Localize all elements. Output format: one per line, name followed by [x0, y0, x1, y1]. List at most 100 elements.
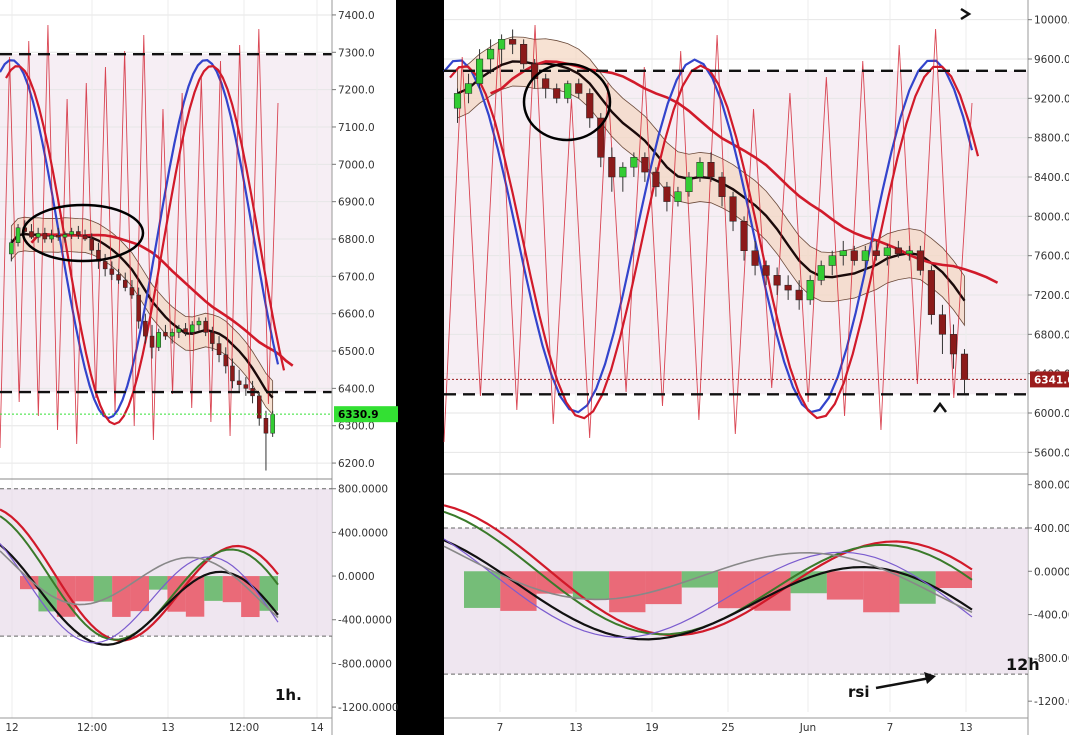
histogram-bar [464, 571, 501, 608]
indicator-tick-label: -400.0000 [1034, 610, 1069, 622]
panel-divider [396, 0, 444, 735]
price-tick-label: 6800.0 [1034, 329, 1069, 341]
candle-body [15, 227, 21, 243]
candle-body [243, 384, 249, 389]
indicator-tick-label: 800.0000 [1034, 480, 1069, 492]
candle-body [740, 221, 748, 251]
candle-body [597, 117, 605, 158]
histogram-bar [93, 576, 113, 602]
price-tick-label: 8400.0 [1034, 172, 1069, 184]
candle-body [927, 270, 935, 315]
candle-body [839, 250, 847, 256]
candle-body [575, 83, 583, 94]
price-tick-label: 8000.0 [1034, 211, 1069, 223]
indicator-tick-label: 0.0000 [1034, 566, 1069, 578]
price-tick-label: 8800.0 [1034, 133, 1069, 145]
candle-body [905, 250, 913, 254]
indicator-red-line [0, 508, 279, 642]
price-tick-label: 9600.0 [1034, 54, 1069, 66]
price-tick-label: 6300.0 [338, 421, 375, 433]
indicator-tick-label: -1200.0000 [338, 702, 399, 714]
candle-body [176, 328, 182, 333]
candle-body [509, 39, 517, 45]
histogram-bar [645, 571, 682, 605]
indicator-purple-line [0, 543, 279, 644]
candle-body [475, 58, 484, 84]
price-tick-label: 9200.0 [1034, 93, 1069, 105]
candle-body [270, 414, 275, 434]
zigzag-line [443, 24, 973, 443]
histogram-bar [790, 571, 827, 594]
last-price-label: 6341.6 [1034, 374, 1069, 386]
indicator-tick-label: -800.0000 [338, 658, 392, 670]
candle-body [707, 162, 715, 178]
candle-body [685, 176, 693, 192]
candle-body [938, 314, 947, 335]
time-tick-label: 13 [569, 722, 582, 734]
candle-body [542, 78, 550, 89]
rsi-label: rsi [848, 683, 869, 701]
timeframe-label: 12h [1006, 655, 1040, 674]
candle-body [55, 235, 61, 238]
candle-body [949, 334, 958, 355]
histogram-bar [185, 576, 205, 617]
candle-body [883, 247, 891, 256]
candle-body [62, 234, 68, 238]
price-tick-label: 6500.0 [338, 346, 375, 358]
chart-panel-12h: 10000.09600.09200.08800.08400.08000.0760… [443, 0, 1069, 735]
histogram-bar [863, 571, 900, 613]
histogram-bar [681, 571, 718, 588]
histogram-bar [609, 571, 646, 613]
indicator-tick-label: 400.0000 [338, 527, 388, 539]
candle-body [894, 247, 902, 254]
price-tick-label: 7100.0 [338, 122, 375, 134]
stoch-k-line [0, 59, 280, 420]
candle-body [216, 343, 222, 356]
candle-body [189, 324, 195, 333]
indicator-tick-label: -1200.0000 [1034, 696, 1069, 708]
price-tick-label: 7200.0 [338, 85, 375, 97]
time-tick-label: Jun [799, 722, 816, 734]
indicator-tick-label: -400.0000 [338, 615, 392, 627]
candle-body [553, 88, 561, 99]
candle-body [464, 83, 473, 94]
time-tick-label: 13 [161, 722, 174, 734]
indicator-red-line [443, 504, 973, 637]
price-tick-label: 6000.0 [1034, 408, 1069, 420]
time-tick-label: 25 [721, 722, 734, 734]
price-tick-label: 7400.0 [338, 10, 375, 22]
price-tick-label: 6800.0 [338, 234, 375, 246]
candle-body [102, 261, 108, 270]
price-tick-label: 7000.0 [338, 159, 375, 171]
histogram-bar [826, 571, 864, 600]
indicator-tick-label: -800.0000 [1034, 653, 1069, 665]
candle-body [564, 83, 572, 99]
candle-body [29, 231, 34, 238]
candle-body [76, 231, 81, 236]
histogram-bar [20, 576, 39, 590]
candle-body [210, 332, 215, 344]
rsi-arrow-line [875, 676, 931, 690]
candle-body [773, 275, 781, 286]
candle-body [817, 265, 825, 281]
candle-body [263, 418, 269, 434]
candle-body [122, 279, 128, 288]
time-tick-label: 12:00 [77, 722, 107, 734]
last-price-badge [1030, 371, 1069, 388]
candle-body [718, 176, 726, 197]
candle-body [256, 395, 262, 419]
candle-body [619, 166, 627, 178]
candle-body [169, 332, 175, 337]
stoch-d-line [449, 64, 980, 420]
candle-body [674, 191, 682, 202]
candle-body [652, 171, 660, 188]
candle-body [453, 93, 462, 109]
candle-body [203, 320, 208, 333]
candle-body [136, 294, 141, 322]
indicator-tick-label: 800.0000 [338, 484, 388, 496]
caret-annotation [933, 401, 947, 413]
candle-body [487, 48, 495, 60]
candle-body [49, 235, 54, 240]
time-tick-label: 12 [5, 722, 18, 734]
